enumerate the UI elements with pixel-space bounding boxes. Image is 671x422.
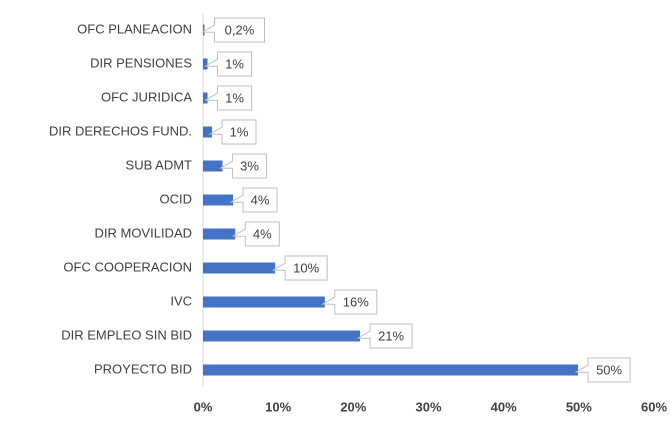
y-tick-label: DIR EMPLEO SIN BID xyxy=(61,327,192,342)
y-tick-label: OFC COOPERACION xyxy=(63,259,192,274)
bar xyxy=(203,296,325,308)
y-tick-label: OFC JURIDICA xyxy=(101,89,192,104)
data-label: 1% xyxy=(225,90,244,105)
bar xyxy=(203,228,236,240)
data-label: 50% xyxy=(596,362,622,377)
bar xyxy=(203,160,223,172)
data-label: 21% xyxy=(378,328,404,343)
data-label: 16% xyxy=(343,294,369,309)
data-label: 1% xyxy=(230,124,249,139)
data-label: 1% xyxy=(225,56,244,71)
bar xyxy=(203,194,234,206)
bar xyxy=(203,24,205,36)
data-label-box xyxy=(356,323,413,349)
x-tick-label: 30% xyxy=(415,399,441,414)
data-label-box xyxy=(203,85,253,111)
y-tick-label: OCID xyxy=(160,191,193,206)
y-tick-label: DIR MOVILIDAD xyxy=(94,225,192,240)
bar xyxy=(203,126,213,138)
y-tick-label: OFC PLANEACION xyxy=(77,21,192,36)
data-label-box xyxy=(208,119,257,145)
x-tick-label: 40% xyxy=(491,399,517,414)
x-tick-label: 20% xyxy=(340,399,366,414)
data-label: 10% xyxy=(293,260,319,275)
y-tick-label: DIR PENSIONES xyxy=(90,55,192,70)
data-label-box xyxy=(229,187,278,213)
data-label-box xyxy=(200,17,266,43)
data-label-box xyxy=(231,221,280,247)
bar xyxy=(203,92,208,104)
data-label-box xyxy=(271,255,328,281)
bar xyxy=(203,364,579,376)
bar xyxy=(203,262,276,274)
data-label: 4% xyxy=(253,226,272,241)
data-label-box xyxy=(203,51,253,77)
x-tick-label: 50% xyxy=(566,399,592,414)
x-tick-label: 10% xyxy=(265,399,291,414)
y-tick-label: PROYECTO BID xyxy=(94,361,192,376)
x-tick-label: 60% xyxy=(641,399,667,414)
y-tick-label: SUB ADMT xyxy=(126,157,193,172)
data-label-box xyxy=(320,289,378,315)
data-label: 3% xyxy=(240,158,259,173)
data-label-box xyxy=(218,153,268,179)
y-tick-label: IVC xyxy=(170,293,192,308)
data-label: 4% xyxy=(251,192,270,207)
bar xyxy=(203,330,361,342)
x-tick-label: 0% xyxy=(194,399,213,414)
y-tick-label: DIR DERECHOS FUND. xyxy=(49,123,192,138)
data-label: 0,2% xyxy=(225,22,255,37)
data-label-box xyxy=(574,357,631,383)
bar xyxy=(203,58,208,70)
